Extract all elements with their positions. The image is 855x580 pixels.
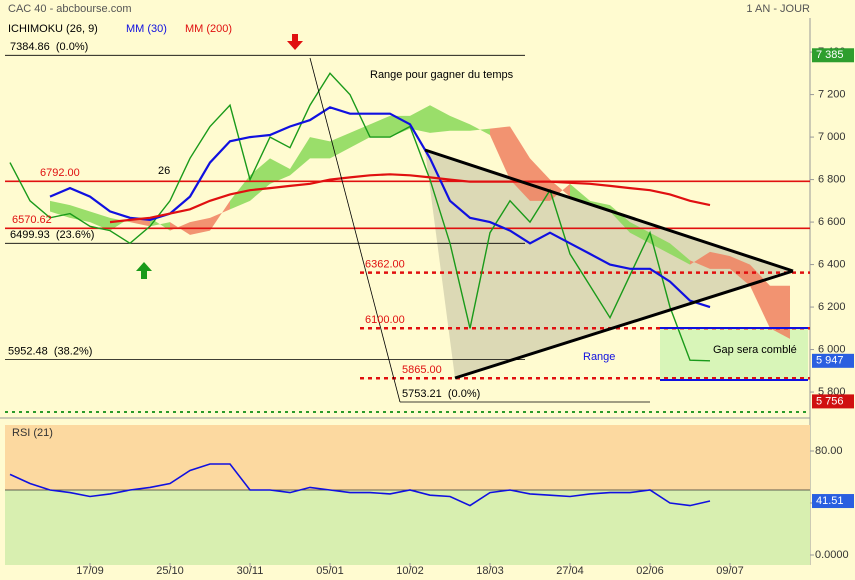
level-label: 6499.93 (23.6%)	[10, 229, 94, 241]
cloud	[490, 126, 510, 180]
cloud	[170, 222, 190, 235]
x-tick-label: 25/10	[156, 565, 184, 577]
cloud	[650, 232, 670, 254]
ma-line	[109, 173, 711, 224]
cloud	[710, 251, 730, 269]
legend-entry: MM (30)	[126, 23, 167, 35]
annotation: Range pour gagner du temps	[370, 69, 514, 81]
x-tick-label: 27/04	[556, 565, 584, 577]
x-tick-label: 02/06	[636, 565, 664, 577]
level-label: 6570.62	[12, 214, 52, 226]
y-tick-label: 80.00	[815, 445, 843, 457]
y-tick-label: 7 200	[818, 88, 846, 100]
y-tick-label: 0.0000	[815, 549, 849, 561]
cloud	[690, 251, 710, 269]
legend-entry: MM (200)	[185, 23, 232, 35]
level-label: 6100.00	[365, 314, 405, 326]
cloud	[270, 158, 290, 184]
level-label: 7384.86 (0.0%)	[10, 41, 88, 53]
cloud	[310, 137, 330, 159]
level-label: 6792.00	[40, 167, 80, 179]
x-tick-label: 10/02	[396, 565, 424, 577]
level-label: 6362.00	[365, 259, 405, 271]
gap-zone	[660, 328, 808, 380]
fib-line	[309, 57, 401, 403]
cloud	[670, 243, 690, 265]
price-marker	[812, 394, 854, 409]
price-marker-label: 7 385	[816, 49, 844, 61]
x-tick-label: 18/03	[476, 565, 504, 577]
y-tick-label: 6 400	[818, 258, 846, 270]
cloud	[210, 200, 230, 231]
y-tick-label: 6 800	[818, 173, 846, 185]
x-tick-label: 17/09	[76, 565, 104, 577]
cloud	[190, 217, 210, 235]
cloud	[330, 132, 350, 159]
cloud	[770, 285, 790, 339]
annotation: 26	[158, 165, 170, 177]
price-line	[9, 72, 711, 362]
cloud	[450, 115, 470, 131]
x-tick-label: 09/07	[716, 565, 744, 577]
cloud	[550, 179, 570, 201]
cloud	[570, 183, 590, 206]
trend-line	[454, 269, 794, 380]
cloud	[70, 205, 90, 223]
cloud	[410, 105, 430, 133]
price-marker-label: 5 947	[816, 355, 844, 367]
rsi-marker	[812, 494, 854, 509]
level-label: 5753.21 (0.0%)	[402, 388, 480, 400]
arrow-up	[136, 262, 152, 279]
price-marker	[812, 353, 854, 368]
chart-title: CAC 40 - abcbourse.com	[8, 3, 132, 15]
cloud	[350, 124, 370, 148]
cloud	[370, 115, 390, 138]
cloud	[750, 264, 770, 329]
rsi-marker-label: 41.51	[816, 495, 844, 507]
level-label: 5865.00	[402, 364, 442, 376]
annotation: Range	[583, 351, 615, 363]
cloud	[290, 137, 310, 176]
rsi-line	[9, 463, 711, 507]
cloud	[630, 222, 650, 244]
legend-entry: ICHIMOKU (26, 9)	[8, 23, 98, 35]
x-tick-label: 05/01	[316, 565, 344, 577]
y-tick-label: 7 000	[818, 131, 846, 143]
level-label: 5952.48 (38.2%)	[8, 346, 92, 358]
cloud	[730, 256, 750, 286]
y-tick-label: 6 600	[818, 216, 846, 228]
price-marker	[812, 48, 854, 63]
cloud	[430, 105, 450, 133]
annotation: Gap sera comblé	[713, 344, 797, 356]
rsi-upper-band	[5, 425, 810, 490]
cloud	[470, 124, 490, 135]
panel-title: RSI (21)	[12, 427, 53, 439]
trend-line	[424, 148, 794, 273]
cloud	[50, 200, 70, 218]
y-tick-label: 6 200	[818, 301, 846, 313]
y-tick-label: 6 000	[818, 343, 846, 355]
rsi-lower-band	[5, 490, 810, 565]
price-marker-label: 5 756	[816, 395, 844, 407]
period: 1 AN - JOUR	[746, 3, 810, 15]
cloud	[90, 211, 110, 231]
x-tick-label: 30/11	[237, 565, 264, 577]
arrow-down	[287, 34, 303, 50]
